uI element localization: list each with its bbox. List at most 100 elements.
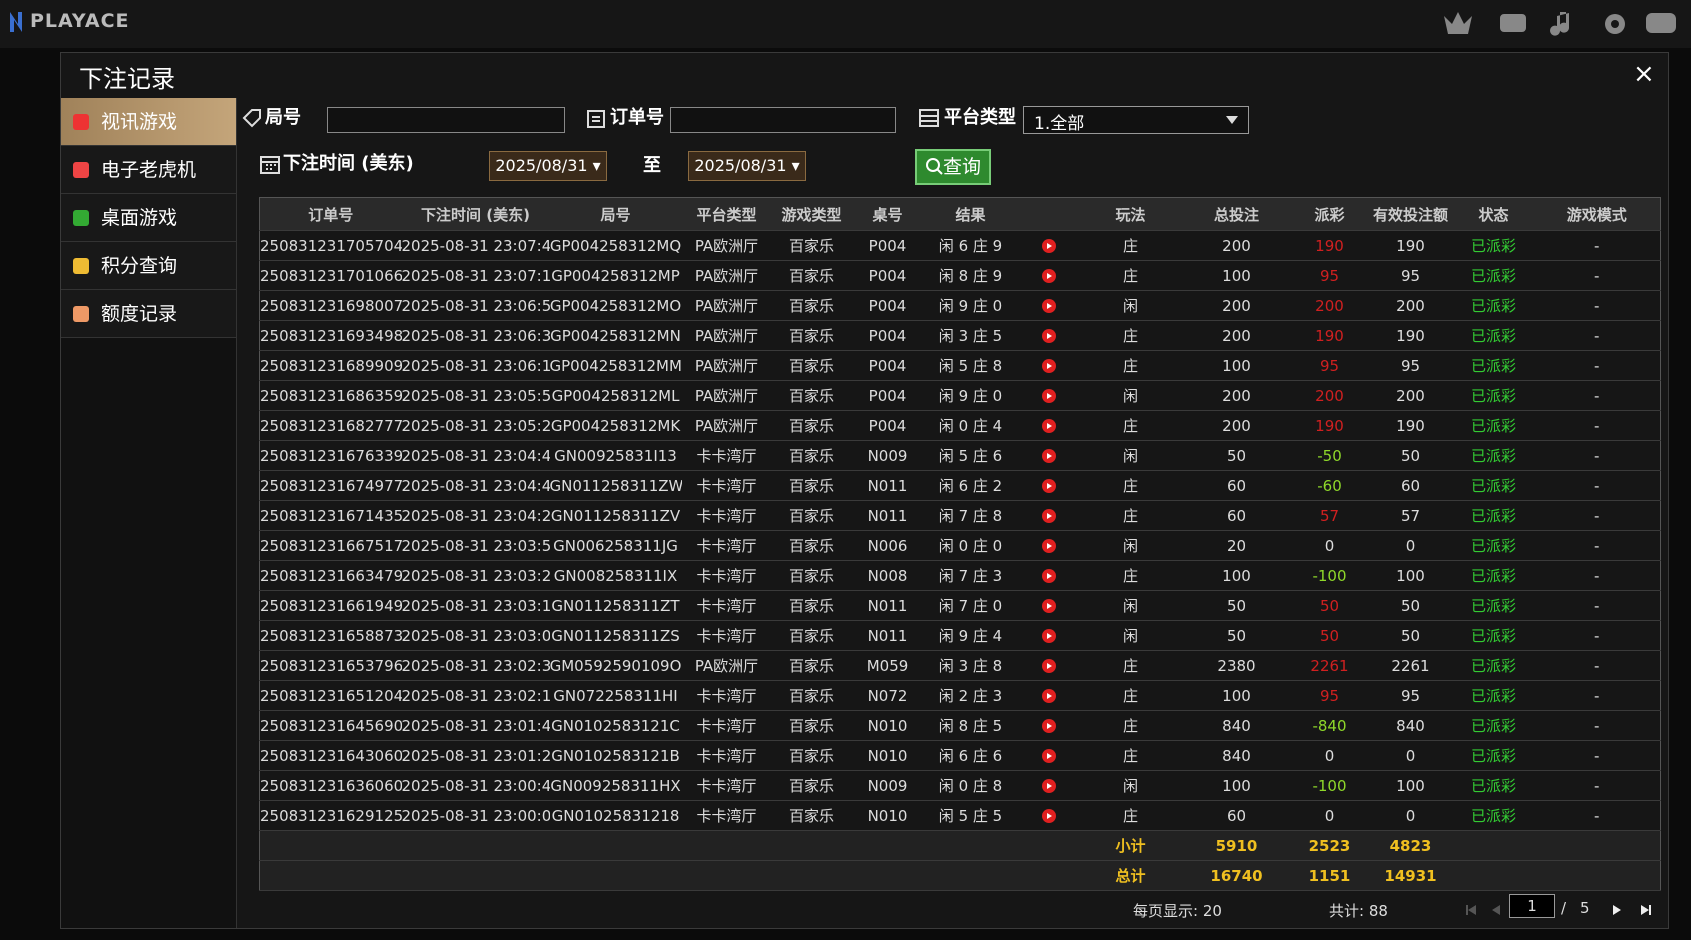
- play-cell[interactable]: [1017, 230, 1080, 261]
- sidebar-icon: [73, 210, 89, 226]
- next-last-buttons[interactable]: [1611, 903, 1655, 917]
- play-cell[interactable]: [1017, 470, 1080, 501]
- play-cell[interactable]: [1017, 680, 1080, 711]
- table-cell: -100: [1291, 770, 1368, 801]
- replay-icon[interactable]: [1041, 479, 1056, 493]
- replay-icon[interactable]: [1041, 509, 1056, 523]
- play-cell[interactable]: [1017, 380, 1080, 411]
- table-row: 250831231661949 2025-08-31 23:03:18 GN0112…: [259, 590, 1661, 621]
- replay-icon[interactable]: [1041, 359, 1056, 373]
- tag-icon: [242, 109, 261, 128]
- table-cell: P004: [851, 380, 924, 411]
- table-cell: N011: [851, 590, 924, 621]
- table-cell: 60: [1181, 800, 1292, 831]
- record-count: 共计: 88: [1329, 902, 1388, 920]
- table-cell: N010: [851, 800, 924, 831]
- replay-icon[interactable]: [1041, 599, 1056, 613]
- play-cell[interactable]: [1017, 590, 1080, 621]
- sidebar-label: 积分查询: [101, 255, 178, 277]
- table-cell: 已派彩: [1453, 560, 1534, 591]
- date-to[interactable]: 2025/08/31 ▾: [688, 151, 806, 181]
- table-cell: GN011258311ZW: [549, 470, 682, 501]
- replay-icon[interactable]: [1041, 269, 1056, 283]
- replay-icon[interactable]: [1041, 779, 1056, 793]
- table-cell: 2025-08-31 23:04:20: [401, 500, 550, 531]
- table-row: 250831231629125 2025-08-31 23:00:03 GN0102…: [259, 800, 1661, 831]
- replay-icon[interactable]: [1041, 539, 1056, 553]
- replay-icon[interactable]: [1041, 749, 1056, 763]
- table-cell: 庄: [1079, 260, 1182, 291]
- table-cell: 闲: [1079, 620, 1182, 651]
- table-cell: 0: [1367, 740, 1454, 771]
- table-cell: -: [1533, 770, 1661, 801]
- table-cell: 闲 8 庄 5: [923, 710, 1018, 741]
- replay-icon[interactable]: [1041, 629, 1056, 643]
- query-button[interactable]: 查询: [915, 149, 991, 185]
- first-prev-buttons[interactable]: [1466, 903, 1502, 917]
- dialog-title: 下注记录: [79, 65, 175, 93]
- play-cell[interactable]: [1017, 290, 1080, 321]
- replay-icon[interactable]: [1041, 809, 1056, 823]
- play-cell[interactable]: [1017, 500, 1080, 531]
- table-cell: 250831231701066: [259, 260, 402, 291]
- play-cell[interactable]: [1017, 440, 1080, 471]
- close-button[interactable]: ×: [1633, 59, 1655, 89]
- table-cell: N008: [851, 560, 924, 591]
- subtotal-row: 小计 5910 2523 4823: [259, 830, 1661, 861]
- play-cell[interactable]: [1017, 260, 1080, 291]
- table-cell: 200: [1181, 230, 1292, 261]
- play-cell[interactable]: [1017, 740, 1080, 771]
- date-from[interactable]: 2025/08/31 ▾: [489, 151, 607, 181]
- top-icons[interactable]: [1440, 8, 1680, 40]
- round-input[interactable]: [327, 107, 565, 133]
- play-cell[interactable]: [1017, 350, 1080, 381]
- table-cell: 100: [1181, 350, 1292, 381]
- replay-icon[interactable]: [1041, 239, 1056, 253]
- table-cell: 60: [1367, 470, 1454, 501]
- table-cell: 50: [1367, 620, 1454, 651]
- replay-icon[interactable]: [1041, 419, 1056, 433]
- order-input[interactable]: [670, 107, 896, 133]
- play-cell[interactable]: [1017, 650, 1080, 681]
- play-cell[interactable]: [1017, 800, 1080, 831]
- table-cell: 50: [1181, 440, 1292, 471]
- replay-icon[interactable]: [1041, 449, 1056, 463]
- table-cell: 100: [1181, 260, 1292, 291]
- play-cell[interactable]: [1017, 710, 1080, 741]
- table-cell: 60: [1181, 500, 1292, 531]
- sidebar-item[interactable]: 积分查询: [61, 242, 236, 290]
- page-input[interactable]: 1: [1509, 894, 1555, 918]
- replay-icon[interactable]: [1041, 689, 1056, 703]
- table-cell: 闲: [1079, 440, 1182, 471]
- replay-icon[interactable]: [1041, 659, 1056, 673]
- sidebar-item[interactable]: 电子老虎机: [61, 146, 236, 194]
- sidebar-item[interactable]: 桌面游戏: [61, 194, 236, 242]
- table-row: 250831231705704 2025-08-31 23:07:41 GP0042…: [259, 230, 1661, 261]
- calendar-icon: [260, 156, 280, 174]
- table-cell: 闲 6 庄 2: [923, 470, 1018, 501]
- table-cell: 2025-08-31 23:03:02: [401, 620, 550, 651]
- table-cell: 庄: [1079, 320, 1182, 351]
- play-cell[interactable]: [1017, 410, 1080, 441]
- table-cell: 250831231645690: [259, 710, 402, 741]
- play-cell[interactable]: [1017, 560, 1080, 591]
- replay-icon[interactable]: [1041, 389, 1056, 403]
- platform-select[interactable]: 1.全部: [1023, 106, 1249, 134]
- sidebar-item[interactable]: 额度记录: [61, 290, 236, 338]
- play-cell[interactable]: [1017, 320, 1080, 351]
- play-cell[interactable]: [1017, 770, 1080, 801]
- play-cell[interactable]: [1017, 530, 1080, 561]
- play-cell[interactable]: [1017, 620, 1080, 651]
- logo: PLAYACE: [30, 10, 130, 32]
- top-bar: PLAYACE: [0, 0, 1691, 48]
- sidebar-label: 额度记录: [101, 303, 178, 325]
- replay-icon[interactable]: [1041, 299, 1056, 313]
- table-cell: -: [1533, 710, 1661, 741]
- replay-icon[interactable]: [1041, 569, 1056, 583]
- table-cell: PA欧洲厅: [681, 380, 772, 411]
- table-cell: 闲 2 庄 3: [923, 680, 1018, 711]
- table-cell: 百家乐: [771, 350, 852, 381]
- sidebar-item[interactable]: 视讯游戏: [61, 98, 236, 146]
- replay-icon[interactable]: [1041, 329, 1056, 343]
- replay-icon[interactable]: [1041, 719, 1056, 733]
